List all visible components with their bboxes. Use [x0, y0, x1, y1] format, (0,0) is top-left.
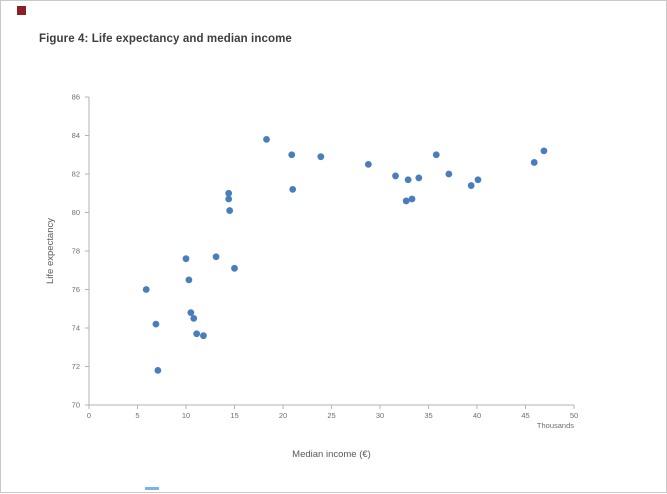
x-tick-label: 40	[473, 411, 481, 420]
x-ticks-group: 0 5 10 15 20 25 30 35 40 45 50	[87, 405, 578, 420]
data-point	[404, 176, 412, 184]
x-tick-label: 10	[182, 411, 190, 420]
x-tick-label: 20	[279, 411, 287, 420]
data-point	[212, 253, 220, 261]
data-point	[225, 195, 233, 203]
data-point	[231, 264, 238, 272]
x-tick-label: 50	[570, 411, 578, 420]
data-point	[263, 135, 270, 143]
y-tick-label: 74	[72, 324, 80, 333]
x-tick-label: 0	[87, 411, 91, 420]
x-axis-label: Median income (€)	[292, 449, 371, 460]
data-point	[288, 151, 296, 159]
data-point	[317, 153, 325, 161]
data-point	[185, 276, 193, 284]
data-point	[187, 309, 195, 316]
data-point	[226, 207, 234, 214]
data-point	[402, 197, 410, 205]
y-tick-label: 86	[72, 93, 80, 102]
data-point	[530, 159, 538, 166]
data-point	[408, 195, 416, 203]
y-tick-label: 82	[72, 170, 80, 179]
data-point	[142, 286, 150, 293]
x-tick-label: 25	[327, 411, 335, 420]
data-point	[540, 147, 548, 155]
y-tick-label: 84	[72, 131, 80, 140]
x-tick-label: 45	[521, 411, 529, 420]
y-axis-label: Life expectancy	[45, 218, 56, 284]
data-point	[445, 170, 453, 178]
data-point	[415, 174, 423, 182]
data-point	[225, 189, 233, 197]
y-ticks-group: 70 72 74 76 78 80 82 84 86	[72, 93, 89, 410]
y-tick-label: 70	[72, 401, 80, 410]
x-tick-label: 30	[376, 411, 384, 420]
thousands-unit-label: Thousands	[536, 421, 574, 430]
red-corner-marker	[17, 6, 26, 15]
data-point	[182, 255, 190, 263]
data-point	[152, 320, 160, 328]
data-point	[474, 176, 482, 184]
data-point	[190, 314, 198, 322]
x-tick-label: 5	[135, 411, 139, 420]
data-point	[432, 151, 440, 159]
y-tick-label: 76	[72, 285, 80, 294]
x-tick-label: 15	[230, 411, 238, 420]
x-tick-label: 35	[424, 411, 432, 420]
data-point	[467, 182, 475, 189]
data-point	[392, 172, 399, 180]
data-point	[200, 332, 207, 340]
data-point	[289, 186, 297, 193]
y-tick-label: 78	[72, 247, 80, 256]
blue-border-mark	[145, 487, 159, 490]
data-point	[154, 366, 162, 374]
y-tick-label: 80	[72, 208, 80, 217]
data-point	[364, 160, 372, 168]
figure-title: Figure 4: Life expectancy and median inc…	[39, 33, 292, 45]
data-point	[193, 330, 201, 338]
y-tick-label: 72	[72, 362, 80, 371]
points-group	[142, 135, 548, 374]
